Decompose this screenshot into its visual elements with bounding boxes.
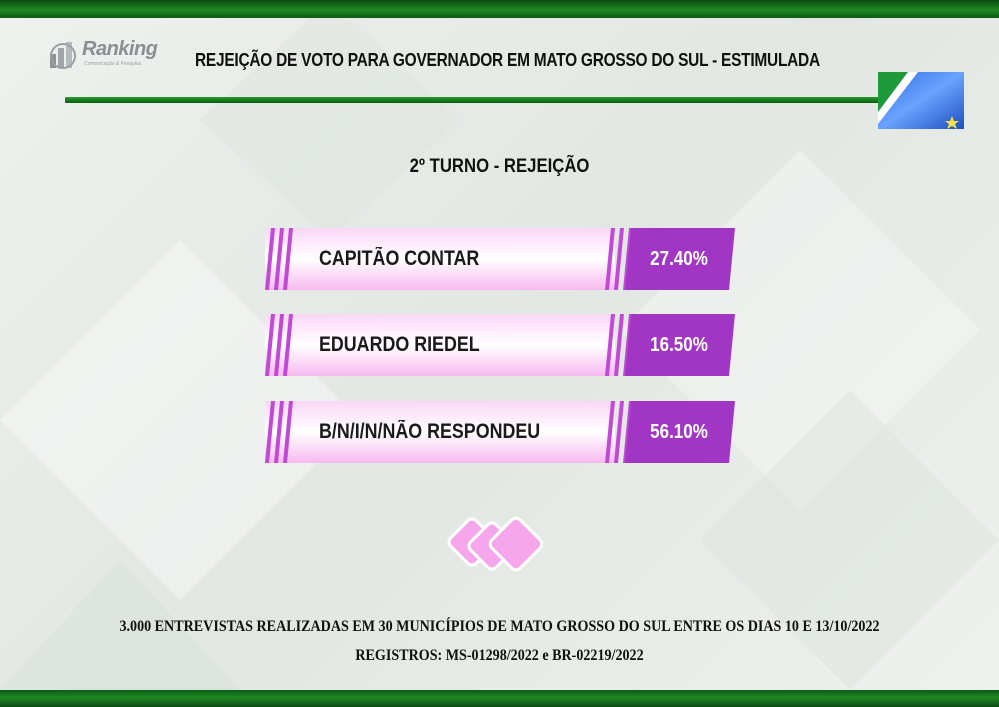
bar-value-box: [625, 228, 735, 290]
bar-value-label: 27.40%: [650, 248, 708, 270]
footer-methodology: 3.000 ENTREVISTAS REALIZADAS EM 30 MUNIC…: [119, 618, 880, 635]
chart-bar-row: CAPITÃO CONTAR 27.40%: [265, 228, 735, 290]
bar-category-label: EDUARDO RIEDEL: [319, 333, 480, 356]
ranking-logo-icon: [50, 42, 76, 69]
bar-stripes-left: [265, 401, 293, 463]
bar-value-box: [625, 314, 735, 376]
bar-value-box: [625, 401, 735, 463]
header-divider: [65, 97, 880, 103]
bar-label-panel: [265, 401, 615, 463]
bar-category-label: B/N/I/N/NÃO RESPONDEU: [319, 420, 541, 443]
mato-grosso-do-sul-flag-icon: [878, 72, 964, 129]
chart-subtitle: 2º TURNO - REJEIÇÃO: [409, 156, 590, 177]
ranking-logo: Ranking Comunicação & Pesquisa: [48, 38, 168, 72]
footer-registrations: REGISTROS: MS-01298/2022 e BR-02219/2022: [355, 647, 644, 664]
bar-value-label: 56.10%: [650, 421, 708, 443]
top-green-bar: [0, 0, 999, 18]
page-title: REJEIÇÃO DE VOTO PARA GOVERNADOR EM MATO…: [195, 50, 820, 70]
bar-label-panel: [265, 228, 615, 290]
chart-bar-row: EDUARDO RIEDEL 16.50%: [265, 314, 735, 376]
bar-category-label: CAPITÃO CONTAR: [319, 247, 480, 270]
logo-text: Ranking: [82, 38, 158, 60]
diamond-ornament-icon: [447, 516, 544, 572]
logo-subtext: Comunicação & Pesquisa: [84, 61, 142, 67]
bottom-green-bar: [0, 690, 999, 707]
bar-stripes-left: [265, 314, 293, 376]
bar-label-panel: [265, 314, 615, 376]
bar-value-label: 16.50%: [650, 334, 708, 356]
chart-bar-row: B/N/I/N/NÃO RESPONDEU 56.10%: [265, 401, 735, 463]
bar-stripes-left: [265, 228, 293, 290]
